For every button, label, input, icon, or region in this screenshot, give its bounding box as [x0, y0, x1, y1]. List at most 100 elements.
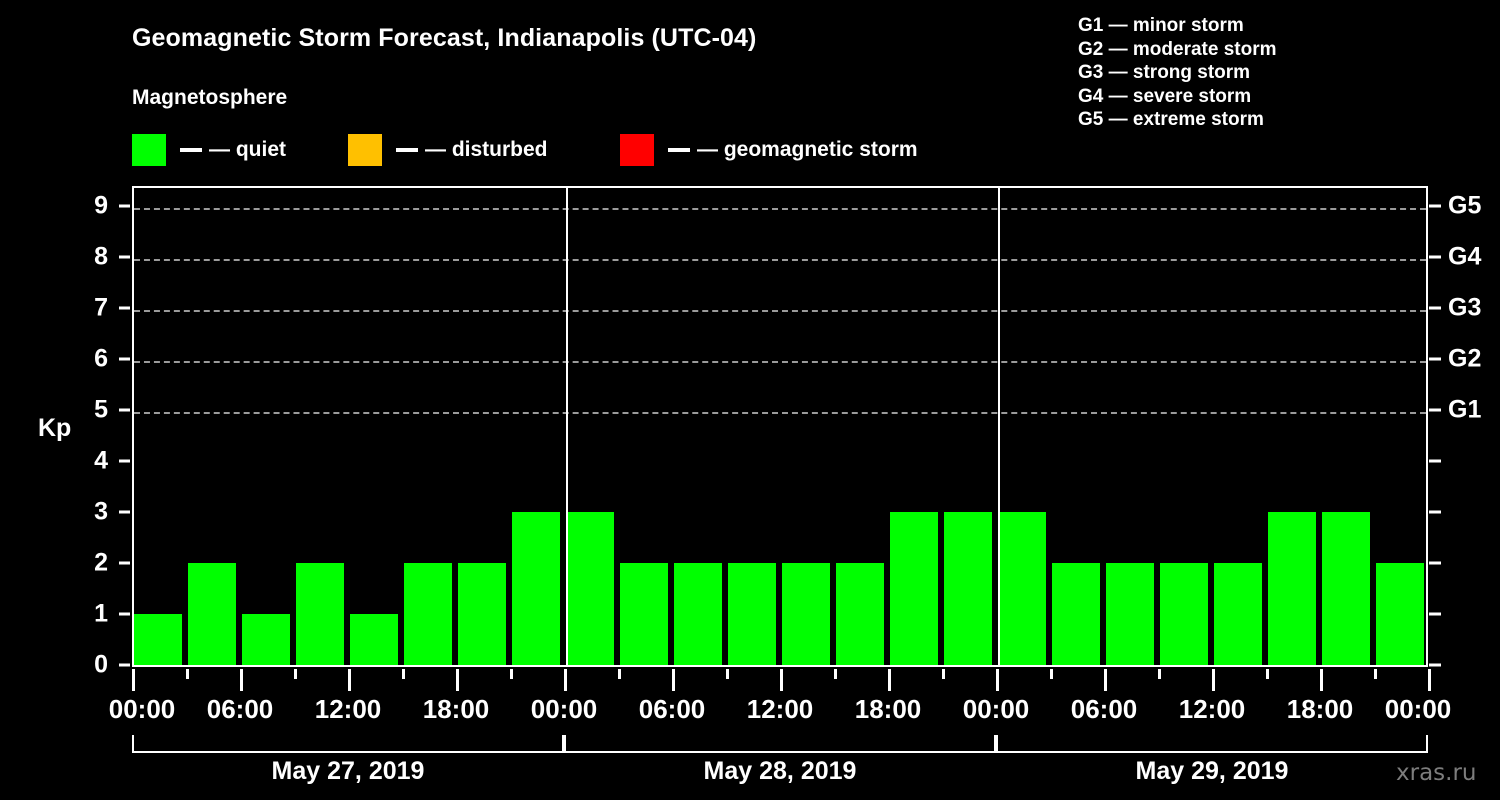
legend-dash-icon [396, 148, 418, 152]
x-tick-major [456, 669, 459, 691]
bar [674, 563, 722, 665]
bar [728, 563, 776, 665]
x-tick-minor [726, 669, 729, 679]
date-label: May 29, 2019 [1135, 757, 1289, 785]
x-tick-label: 06:00 [206, 694, 274, 724]
x-tick-minor [618, 669, 621, 679]
x-tick-minor [294, 669, 297, 679]
y-tick-mark [119, 561, 130, 565]
right-tick-mark [1429, 510, 1441, 514]
day-divider [998, 188, 1000, 665]
g-tick-label: G4 [1448, 242, 1482, 271]
bar [1214, 563, 1262, 665]
y-tick-mark [119, 459, 130, 463]
plot-area [134, 188, 1426, 665]
x-tick-label: 18:00 [1286, 694, 1354, 724]
right-tick-mark [1429, 663, 1441, 667]
disturbed-swatch [348, 134, 382, 166]
g-scale-entry: G1 — minor storm [1078, 15, 1244, 36]
g-scale-entry: G2 — moderate storm [1078, 38, 1277, 60]
x-tick-major [888, 669, 891, 691]
bar [782, 563, 830, 665]
y-tick-label: 0 [94, 650, 108, 679]
date-label: May 28, 2019 [703, 757, 857, 785]
x-tick-major [1320, 669, 1323, 691]
date-bracket [564, 735, 996, 753]
bar [134, 614, 182, 665]
bar [566, 512, 614, 665]
g-scale-legend: G1 — minor storm G2 — moderate storm G3 — … [1078, 14, 1277, 132]
plot-frame [132, 186, 1428, 667]
x-tick-label: 00:00 [530, 694, 598, 724]
x-tick-major [564, 669, 567, 691]
x-tick-major [780, 669, 783, 691]
right-tick-mark [1429, 408, 1441, 412]
x-tick-minor [510, 669, 513, 679]
y-tick-label: 2 [94, 548, 108, 577]
x-tick-label: 06:00 [638, 694, 706, 724]
x-tick-label: 12:00 [1178, 694, 1246, 724]
watermark: xras.ru [1396, 760, 1477, 786]
x-tick-minor [1050, 669, 1053, 679]
x-tick-major [1212, 669, 1215, 691]
g-scale-entry: G3 — strong storm [1078, 62, 1251, 83]
bar [836, 563, 884, 665]
bar [512, 512, 560, 665]
y-tick-mark [119, 306, 130, 310]
bar [944, 512, 992, 665]
g-tick-label: G3 [1448, 293, 1482, 322]
bar [404, 563, 452, 665]
x-tick-major [1428, 669, 1431, 691]
x-tick-minor [1374, 669, 1377, 679]
x-tick-label: 00:00 [1384, 694, 1452, 724]
bar [1268, 512, 1316, 665]
right-tick-mark [1429, 255, 1441, 259]
x-tick-minor [1266, 669, 1269, 679]
x-tick-minor [402, 669, 405, 679]
bar [296, 563, 344, 665]
bar [350, 614, 398, 665]
gridline [134, 310, 1426, 313]
x-tick-major [240, 669, 243, 691]
y-tick-mark [119, 357, 130, 361]
legend-entry: — geomagnetic storm [620, 133, 918, 167]
page-title: Geomagnetic Storm Forecast, Indianapolis… [132, 24, 757, 52]
bar [1052, 563, 1100, 665]
x-tick-minor [834, 669, 837, 679]
x-tick-label: 00:00 [962, 694, 1030, 724]
legend-entry: — disturbed [348, 133, 548, 167]
x-tick-label: 12:00 [746, 694, 814, 724]
storm-swatch [620, 134, 654, 166]
bar [1322, 512, 1370, 665]
y-axis-title: Kp [38, 414, 72, 442]
bar [620, 563, 668, 665]
x-tick-label: 00:00 [108, 694, 176, 724]
x-tick-major [132, 669, 135, 691]
right-tick-mark [1429, 459, 1441, 463]
y-tick-label: 5 [94, 395, 108, 424]
y-tick-label: 1 [94, 599, 108, 628]
g-scale-entry: G5 — extreme storm [1078, 109, 1264, 130]
gridline [134, 361, 1426, 364]
bar [1106, 563, 1154, 665]
x-tick-major [1104, 669, 1107, 691]
date-bracket [996, 735, 1428, 753]
right-tick-mark [1429, 612, 1441, 616]
legend-dash-icon [668, 148, 690, 152]
y-tick-mark [119, 408, 130, 412]
x-tick-label: 18:00 [422, 694, 490, 724]
y-tick-label: 9 [94, 191, 108, 220]
y-tick-mark [119, 255, 130, 259]
x-tick-minor [1158, 669, 1161, 679]
bar [1376, 563, 1424, 665]
x-tick-minor [186, 669, 189, 679]
g-scale-entry: G4 — severe storm [1078, 85, 1252, 107]
gridline [134, 412, 1426, 415]
date-label: May 27, 2019 [271, 757, 425, 785]
bar [998, 512, 1046, 665]
x-tick-label: 18:00 [854, 694, 922, 724]
g-tick-label: G5 [1448, 191, 1482, 220]
y-tick-mark [119, 612, 130, 616]
y-tick-label: 4 [94, 446, 108, 475]
right-tick-mark [1429, 357, 1441, 361]
